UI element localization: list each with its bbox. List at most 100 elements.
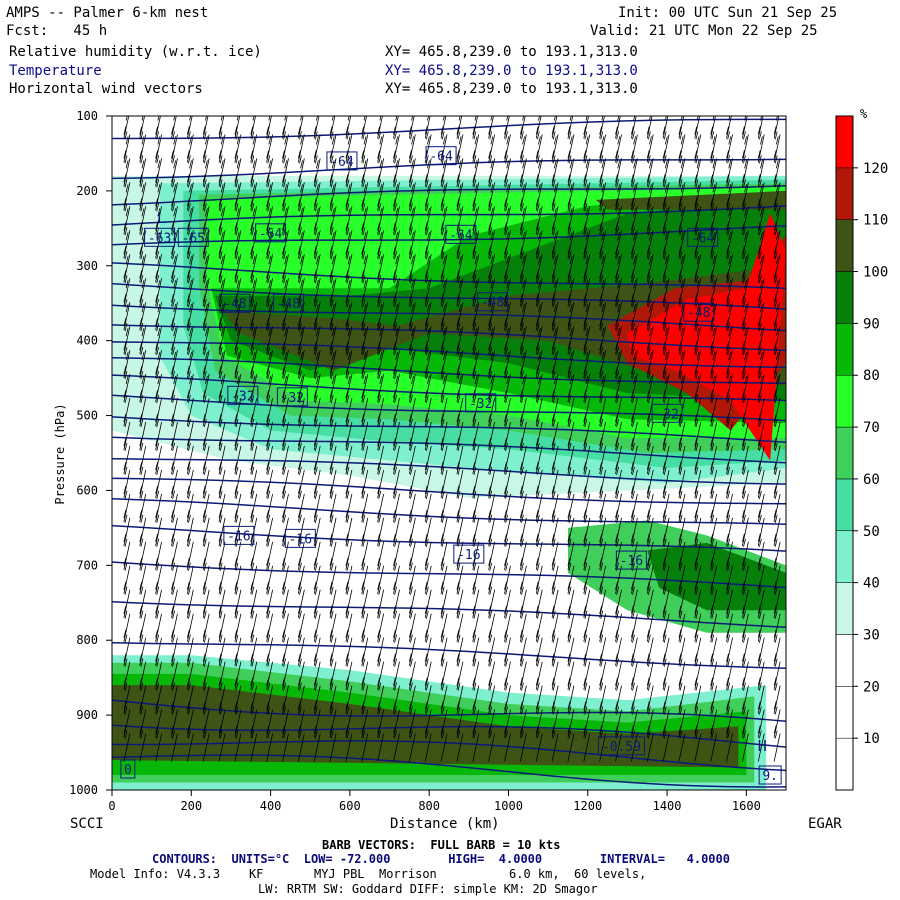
- wind-barb: [456, 653, 464, 690]
- wind-barb: [171, 413, 178, 451]
- wind-barb: [377, 533, 385, 570]
- wind-barb: [250, 198, 258, 235]
- contour-label: -63: [148, 231, 171, 246]
- wind-barb: [599, 198, 607, 235]
- wind-barb: [678, 677, 686, 714]
- wind-barb: [583, 461, 591, 499]
- wind-barb: [218, 485, 226, 522]
- y-tick-label: 300: [76, 259, 98, 273]
- wind-barb: [139, 342, 147, 379]
- temperature-contour: [112, 158, 786, 180]
- wind-barb: [519, 437, 527, 475]
- wind-barb: [282, 677, 289, 714]
- wind-barb: [662, 509, 670, 546]
- wind-barb: [615, 174, 622, 211]
- wind-barb: [646, 150, 654, 187]
- wind-barb: [773, 461, 781, 499]
- wind-barb: [123, 365, 131, 403]
- wind-barb: [424, 557, 432, 594]
- wind-barb: [218, 365, 226, 403]
- wind-barb: [139, 485, 147, 522]
- colorbar-segment: [835, 374, 854, 428]
- colorbar-tick-label: 30: [863, 627, 880, 643]
- wind-barb: [504, 485, 511, 522]
- wind-barb: [599, 365, 607, 403]
- wind-barb: [329, 581, 337, 618]
- wind-barb: [646, 389, 654, 427]
- wind-barb: [297, 653, 305, 690]
- wind-barb: [615, 413, 622, 451]
- wind-barb: [630, 605, 638, 642]
- wind-barb: [662, 581, 670, 618]
- wind-barb: [440, 653, 448, 690]
- wind-barb: [583, 725, 591, 762]
- y-tick-label: 500: [76, 409, 98, 423]
- wind-barb: [155, 413, 163, 451]
- wind-barb: [329, 629, 337, 666]
- wind-barb: [408, 365, 416, 403]
- wind-barb: [282, 557, 289, 594]
- wind-barb: [393, 365, 400, 403]
- wind-barb: [678, 581, 686, 618]
- wind-barb: [408, 557, 416, 594]
- wind-barb: [155, 485, 163, 522]
- wind-barb: [567, 533, 575, 570]
- wind-barb: [393, 389, 400, 427]
- wind-barb: [726, 150, 733, 187]
- wind-barb: [139, 653, 147, 690]
- wind-barb: [266, 653, 274, 690]
- wind-barb: [361, 365, 369, 403]
- colorbar-segment: [835, 478, 854, 532]
- wind-barb: [472, 150, 480, 187]
- wind-barb: [615, 246, 622, 283]
- wind-barb: [250, 174, 258, 211]
- contour-label-box: [425, 146, 457, 166]
- wind-barb: [408, 198, 416, 235]
- wind-barb: [361, 581, 369, 618]
- wind-barb: [567, 413, 575, 451]
- wind-barb: [297, 270, 305, 307]
- wind-barb: [535, 581, 543, 618]
- wind-barb: [186, 461, 194, 499]
- wind-barb: [646, 413, 654, 451]
- wind-barb: [694, 365, 702, 403]
- wind-barb: [408, 174, 416, 211]
- wind-barb: [171, 461, 178, 499]
- wind-barb: [535, 246, 543, 283]
- wind-barb: [186, 342, 194, 379]
- wind-barb: [551, 605, 559, 642]
- wind-barb: [440, 437, 448, 475]
- wind-barb: [202, 653, 210, 690]
- wind-barb: [551, 246, 559, 283]
- wind-barb: [646, 701, 654, 738]
- wind-barb: [646, 174, 654, 211]
- wind-barb: [599, 126, 607, 163]
- wind-barb: [123, 581, 131, 618]
- wind-barb: [393, 677, 400, 714]
- wind-barb: [313, 413, 321, 451]
- wind-barb: [535, 653, 543, 690]
- wind-barb: [583, 557, 591, 594]
- wind-barb: [567, 725, 575, 762]
- wind-barb: [551, 509, 559, 546]
- wind-barb: [313, 150, 321, 187]
- wind-barb: [535, 413, 543, 451]
- wind-barb: [186, 725, 194, 762]
- colorbar-segment: [835, 426, 854, 480]
- wind-barb: [408, 150, 416, 187]
- wind-barb: [139, 389, 147, 427]
- wind-barb: [361, 509, 369, 546]
- wind-barb: [551, 677, 559, 714]
- y-tick-label: 1000: [69, 783, 98, 797]
- contour-label-box: [453, 544, 485, 564]
- wind-barb: [535, 437, 543, 475]
- wind-barb: [266, 413, 274, 451]
- contour-label-box: [272, 293, 304, 313]
- wind-barb: [757, 533, 765, 570]
- wind-barb: [488, 725, 496, 762]
- wind-barb: [424, 677, 432, 714]
- wind-barb: [393, 150, 400, 187]
- wind-barb: [472, 725, 480, 762]
- wind-barb: [266, 437, 274, 475]
